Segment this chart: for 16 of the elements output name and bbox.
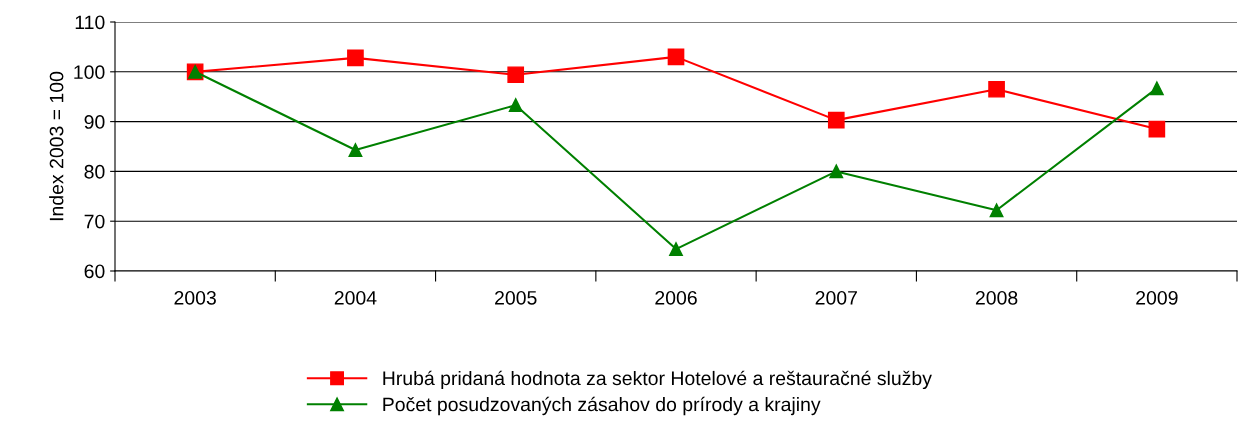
- y-tick-label: 110: [75, 15, 105, 30]
- legend-label: Hrubá pridaná hodnota za sektor Hotelové a reštauračné služby: [383, 370, 932, 390]
- x-tick-label: 2008: [975, 290, 1018, 305]
- x-tick-label: 2004: [334, 290, 377, 305]
- y-tick-label: 80: [84, 164, 105, 179]
- x-tick-label: 2003: [174, 290, 216, 305]
- y-tick-label: 100: [74, 65, 105, 80]
- x-tick-label: 2007: [815, 290, 857, 305]
- y-tick-label: 70: [84, 214, 105, 229]
- x-tick-label: 2006: [655, 290, 697, 305]
- y-axis-title: Index 2003 = 100: [49, 71, 64, 221]
- y-tick-label: 60: [84, 264, 105, 279]
- legend-label: Počet posudzovaných zásahov do prírody a krajiny: [383, 396, 821, 416]
- y-tick-label: 90: [84, 115, 105, 129]
- x-tick-label: 2005: [495, 290, 537, 305]
- x-tick-label: 2009: [1136, 290, 1178, 305]
